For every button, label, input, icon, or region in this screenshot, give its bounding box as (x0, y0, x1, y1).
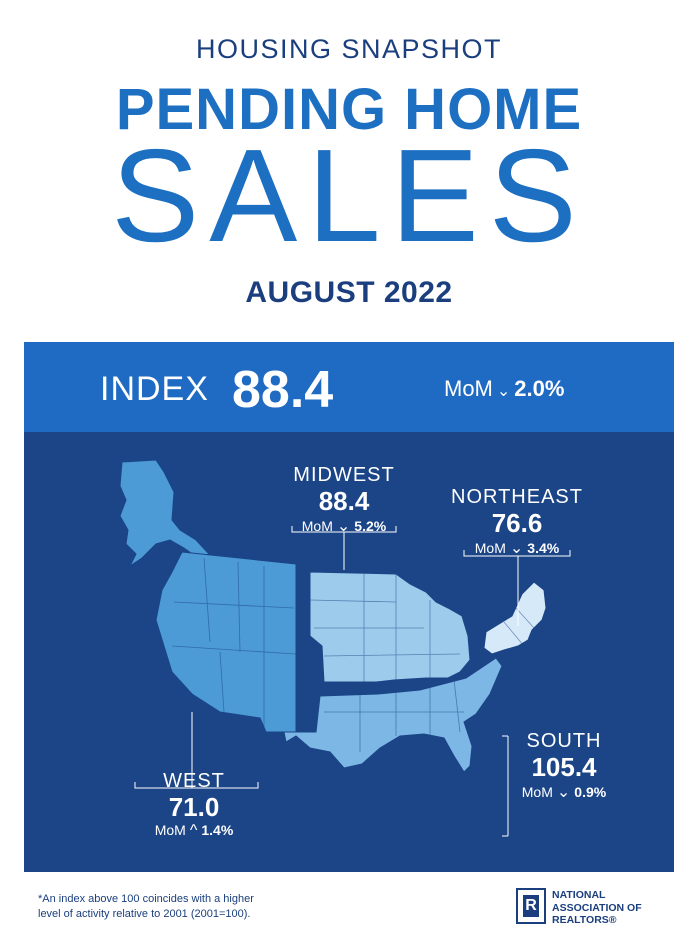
index-label: INDEX (100, 370, 209, 408)
chevron-down-icon: ⌄ (509, 539, 524, 557)
report-date: AUGUST 2022 (245, 276, 453, 309)
region-mom: MoM ⌄ 0.9% (514, 782, 614, 802)
chevron-down-icon: ⌄ (336, 517, 351, 535)
leader-lines (134, 526, 571, 837)
mom-label: MoM (444, 376, 493, 401)
region-midwest: MIDWEST 88.4 MoM ⌄ 5.2% (272, 464, 416, 536)
logo-text: NATIONAL ASSOCIATION OF REALTORS® (552, 889, 642, 927)
region-value: 88.4 (318, 486, 370, 516)
region-value: 71.0 (168, 792, 220, 822)
map-panel: INDEX 88.4 MoM ⌄ 2.0% MIDWES (24, 342, 674, 872)
region-name: MIDWEST (293, 464, 395, 486)
index-value: 88.4 (232, 361, 334, 419)
region-name: NORTHEAST (451, 486, 583, 508)
region-name: SOUTH (526, 730, 602, 752)
logo-line: ASSOCIATION OF (552, 901, 642, 914)
mom-label: MoM (301, 517, 333, 534)
index-mom: MoM ⌄ 2.0% (444, 376, 564, 402)
logo-line: NATIONAL (552, 889, 606, 901)
mom-label: MoM (154, 821, 186, 838)
chevron-up-icon: ^ (189, 821, 198, 839)
kicker-title: HOUSING SNAPSHOT (195, 34, 503, 64)
chevron-down-icon: ⌄ (556, 783, 571, 801)
south-region-shape (283, 657, 503, 773)
mom-label: MoM (474, 539, 506, 556)
headline-large: SALES (111, 122, 587, 269)
footnote-line: level of activity relative to 2001 (2001… (38, 907, 251, 920)
footnote: *An index above 100 coincides with a hig… (38, 892, 254, 922)
region-value: 76.6 (491, 508, 543, 538)
mom-value: 0.9% (574, 783, 607, 800)
mom-value: 2.0% (514, 376, 565, 401)
mom-value: 1.4% (201, 821, 234, 838)
mom-label: MoM (521, 783, 553, 800)
footnote-line: *An index above 100 coincides with a hig… (38, 893, 254, 905)
west-region-shape (155, 551, 297, 733)
region-northeast: NORTHEAST 76.6 MoM ⌄ 3.4% (442, 486, 592, 558)
mom-value: 5.2% (354, 517, 387, 534)
national-index-bar: INDEX 88.4 MoM ⌄ 2.0% (24, 342, 674, 432)
midwest-region-shape (309, 571, 471, 683)
region-west: WEST 71.0 MoM ^ 1.4% (124, 770, 264, 840)
region-value: 105.4 (531, 752, 597, 782)
headline: PENDING HOME (115, 77, 583, 142)
logo-line: REALTORS® (552, 914, 617, 927)
state-borders (171, 557, 535, 752)
region-south: SOUTH 105.4 MoM ⌄ 0.9% (514, 730, 614, 802)
northeast-region-shape (483, 581, 547, 655)
us-regions-map (119, 459, 571, 837)
chevron-down-icon: ⌄ (496, 383, 511, 400)
region-mom: MoM ⌄ 3.4% (442, 538, 592, 558)
region-name: WEST (163, 770, 225, 792)
alaska-shape (119, 459, 210, 568)
realtor-r-icon: R (516, 888, 546, 924)
region-mom: MoM ^ 1.4% (124, 822, 264, 840)
region-mom: MoM ⌄ 5.2% (272, 516, 416, 536)
logo-mark-letter: R (523, 895, 539, 917)
mom-value: 3.4% (527, 539, 560, 556)
nar-logo: R NATIONAL ASSOCIATION OF REALTORS® (516, 886, 676, 928)
